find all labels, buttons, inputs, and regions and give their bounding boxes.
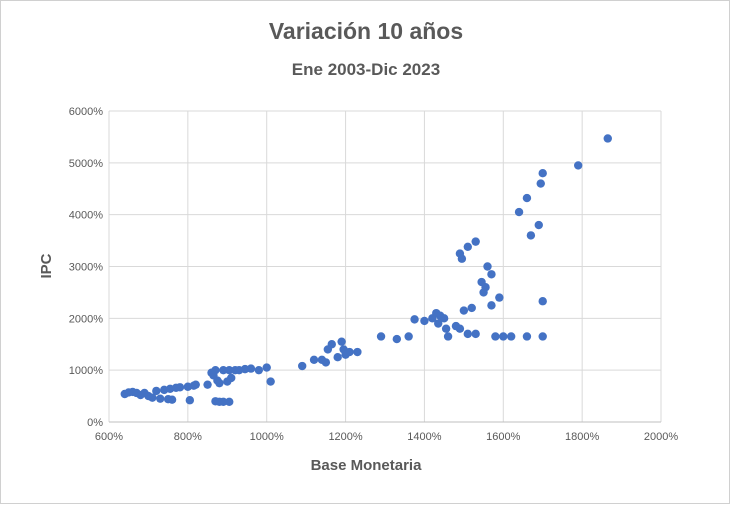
- x-tick-label: 2000%: [644, 431, 678, 443]
- data-point: [254, 365, 264, 375]
- data-point: [439, 314, 449, 323]
- data-point: [262, 363, 271, 372]
- data-point: [337, 337, 346, 346]
- x-tick-label: 800%: [174, 431, 202, 443]
- data-point: [471, 329, 480, 339]
- data-point: [227, 373, 236, 383]
- data-point: [463, 329, 472, 339]
- data-point: [392, 334, 402, 344]
- data-point: [225, 365, 234, 375]
- data-point: [148, 393, 157, 402]
- data-point: [522, 193, 532, 203]
- data-point: [175, 383, 185, 392]
- data-point: [463, 242, 472, 252]
- x-tick-label: 1000%: [250, 431, 284, 443]
- data-point: [327, 340, 336, 349]
- data-point: [167, 395, 177, 404]
- data-point: [455, 324, 465, 333]
- y-tick-label: 6000%: [69, 106, 103, 118]
- data-point: [420, 316, 429, 326]
- data-point: [536, 179, 545, 188]
- data-point: [266, 377, 275, 386]
- x-tick-label: 1800%: [565, 431, 599, 443]
- data-point: [538, 297, 547, 306]
- y-tick-label: 4000%: [69, 210, 103, 222]
- data-point: [443, 332, 453, 341]
- data-point: [219, 365, 228, 375]
- y-tick-label: 0%: [87, 417, 103, 429]
- data-point: [603, 134, 612, 143]
- data-point: [514, 207, 524, 217]
- y-axis-label: IPC: [38, 253, 55, 278]
- data-point: [215, 378, 224, 388]
- data-point: [526, 231, 536, 240]
- data-point: [459, 306, 469, 315]
- data-point: [467, 303, 476, 313]
- data-point: [487, 301, 496, 310]
- x-tick-label: 1600%: [486, 431, 520, 443]
- x-tick-label: 1400%: [407, 431, 441, 443]
- x-tick-label: 1200%: [328, 431, 362, 443]
- data-point: [152, 386, 161, 396]
- chart-title: Variación 10 años: [269, 18, 463, 44]
- data-point: [441, 324, 451, 333]
- y-tick-label: 1000%: [69, 365, 103, 377]
- data-point: [410, 315, 419, 324]
- data-point: [219, 397, 228, 406]
- data-point: [309, 355, 319, 364]
- data-point: [191, 380, 200, 389]
- data-point: [185, 396, 195, 405]
- data-point: [574, 161, 583, 170]
- data-point: [471, 237, 480, 246]
- data-point: [404, 332, 413, 341]
- data-point: [522, 332, 532, 341]
- data-point: [538, 169, 547, 178]
- data-point: [203, 380, 212, 389]
- data-point: [345, 347, 354, 357]
- y-tick-label: 5000%: [69, 158, 103, 170]
- data-point: [376, 332, 386, 341]
- data-point: [499, 332, 508, 341]
- data-point: [457, 254, 467, 263]
- data-point: [434, 319, 443, 328]
- data-point: [246, 364, 256, 373]
- data-point: [534, 220, 543, 230]
- data-point: [491, 332, 500, 341]
- data-point: [483, 262, 492, 271]
- y-tick-label: 3000%: [69, 262, 103, 274]
- chart-subtitle: Ene 2003-Dic 2023: [292, 60, 440, 79]
- x-tick-label: 600%: [95, 431, 123, 443]
- data-point: [353, 347, 362, 357]
- data-point: [225, 397, 234, 406]
- data-point: [321, 358, 331, 367]
- data-point: [487, 270, 496, 279]
- data-point: [538, 332, 547, 341]
- x-axis-label: Base Monetaria: [311, 457, 423, 474]
- data-point: [156, 394, 165, 403]
- data-point: [506, 332, 516, 341]
- data-point: [333, 353, 342, 362]
- data-point: [495, 293, 504, 302]
- data-point: [211, 365, 220, 375]
- data-point: [481, 283, 490, 292]
- y-tick-label: 2000%: [69, 313, 103, 325]
- data-point: [298, 361, 307, 371]
